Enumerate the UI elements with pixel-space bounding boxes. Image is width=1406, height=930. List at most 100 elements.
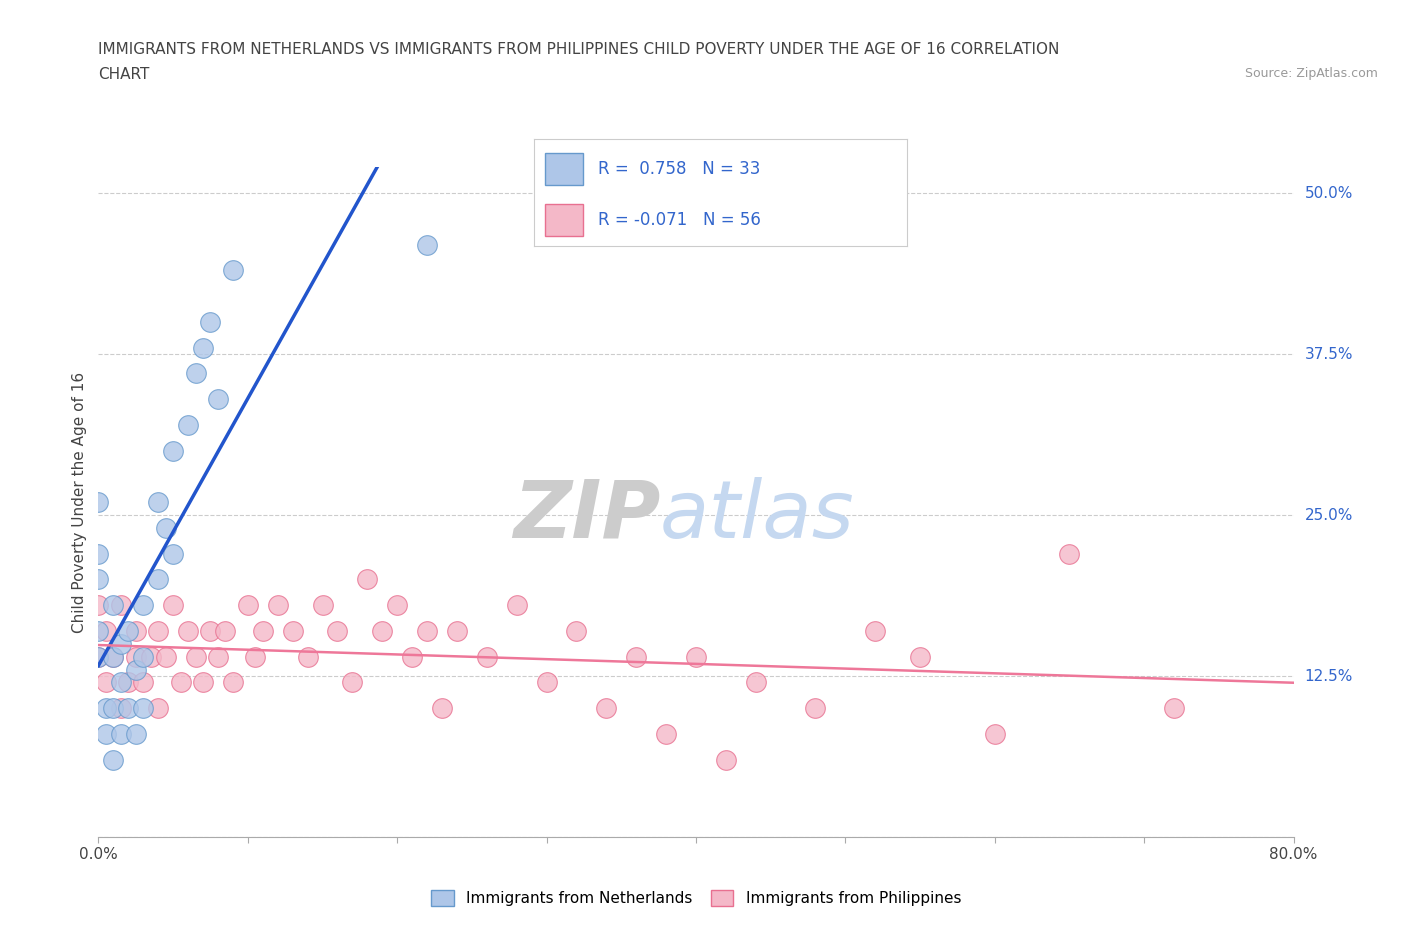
Text: 12.5%: 12.5% xyxy=(1305,669,1353,684)
Point xyxy=(191,675,214,690)
Point xyxy=(87,649,110,664)
Point xyxy=(745,675,768,690)
Text: 50.0%: 50.0% xyxy=(1305,186,1353,201)
Point xyxy=(87,598,110,613)
Point xyxy=(87,572,110,587)
Legend: Immigrants from Netherlands, Immigrants from Philippines: Immigrants from Netherlands, Immigrants … xyxy=(430,890,962,907)
Point xyxy=(565,623,588,638)
Point xyxy=(103,752,125,767)
Point xyxy=(125,623,148,638)
Point xyxy=(184,366,207,381)
Text: atlas: atlas xyxy=(661,476,855,554)
Point xyxy=(87,623,110,638)
Point xyxy=(342,675,364,690)
Point xyxy=(125,726,148,741)
Point xyxy=(132,598,155,613)
Point xyxy=(87,546,110,561)
Text: Source: ZipAtlas.com: Source: ZipAtlas.com xyxy=(1244,67,1378,80)
Point xyxy=(865,623,887,638)
Point xyxy=(94,675,117,690)
Point xyxy=(252,623,274,638)
Point xyxy=(125,649,148,664)
Point xyxy=(371,623,394,638)
Point xyxy=(148,701,170,716)
Point xyxy=(110,701,132,716)
Point xyxy=(908,649,931,664)
Point xyxy=(148,572,170,587)
Point xyxy=(94,701,117,716)
Point xyxy=(103,598,125,613)
Point xyxy=(983,726,1005,741)
Point xyxy=(177,418,200,432)
Point xyxy=(416,237,439,252)
Point xyxy=(207,392,229,406)
Point xyxy=(110,636,132,651)
Point xyxy=(110,598,132,613)
Point xyxy=(207,649,229,664)
FancyBboxPatch shape xyxy=(546,153,582,185)
Point xyxy=(155,649,177,664)
Point xyxy=(385,598,409,613)
Point xyxy=(475,649,498,664)
Point xyxy=(416,623,439,638)
Point xyxy=(430,701,453,716)
Point xyxy=(655,726,678,741)
Point xyxy=(1059,546,1081,561)
Point xyxy=(162,598,184,613)
Point xyxy=(446,623,468,638)
Point xyxy=(110,675,132,690)
Point xyxy=(103,649,125,664)
Point xyxy=(714,752,737,767)
Point xyxy=(177,623,200,638)
Point xyxy=(595,701,617,716)
Text: 37.5%: 37.5% xyxy=(1305,347,1353,362)
Point xyxy=(281,623,304,638)
Point xyxy=(245,649,267,664)
Point xyxy=(200,314,222,329)
Point xyxy=(155,521,177,536)
Point xyxy=(132,649,155,664)
Point xyxy=(236,598,259,613)
Point xyxy=(222,263,245,278)
Text: 25.0%: 25.0% xyxy=(1305,508,1353,523)
Point xyxy=(326,623,349,638)
Point xyxy=(94,623,117,638)
Point xyxy=(117,675,139,690)
Point xyxy=(148,623,170,638)
Point xyxy=(222,675,245,690)
Text: CHART: CHART xyxy=(98,67,150,82)
Point xyxy=(624,649,647,664)
Point xyxy=(506,598,529,613)
Point xyxy=(311,598,333,613)
Point xyxy=(356,572,378,587)
Point xyxy=(117,623,139,638)
Point xyxy=(87,649,110,664)
Point xyxy=(139,649,162,664)
Point xyxy=(87,495,110,510)
Point xyxy=(94,726,117,741)
Text: R = -0.071   N = 56: R = -0.071 N = 56 xyxy=(598,211,761,229)
Point xyxy=(103,701,125,716)
Point xyxy=(132,701,155,716)
Point xyxy=(267,598,290,613)
Point xyxy=(184,649,207,664)
Point xyxy=(125,662,148,677)
Point xyxy=(401,649,423,664)
Point xyxy=(200,623,222,638)
Point xyxy=(685,649,707,664)
Text: IMMIGRANTS FROM NETHERLANDS VS IMMIGRANTS FROM PHILIPPINES CHILD POVERTY UNDER T: IMMIGRANTS FROM NETHERLANDS VS IMMIGRANT… xyxy=(98,42,1060,57)
Point xyxy=(110,726,132,741)
Point xyxy=(117,701,139,716)
Point xyxy=(297,649,319,664)
Point xyxy=(162,546,184,561)
Point xyxy=(103,649,125,664)
Point xyxy=(162,444,184,458)
Point xyxy=(214,623,236,638)
Point xyxy=(132,675,155,690)
Y-axis label: Child Poverty Under the Age of 16: Child Poverty Under the Age of 16 xyxy=(72,372,87,632)
Point xyxy=(804,701,827,716)
FancyBboxPatch shape xyxy=(546,204,582,236)
Text: ZIP: ZIP xyxy=(513,476,661,554)
Point xyxy=(536,675,558,690)
Point xyxy=(148,495,170,510)
